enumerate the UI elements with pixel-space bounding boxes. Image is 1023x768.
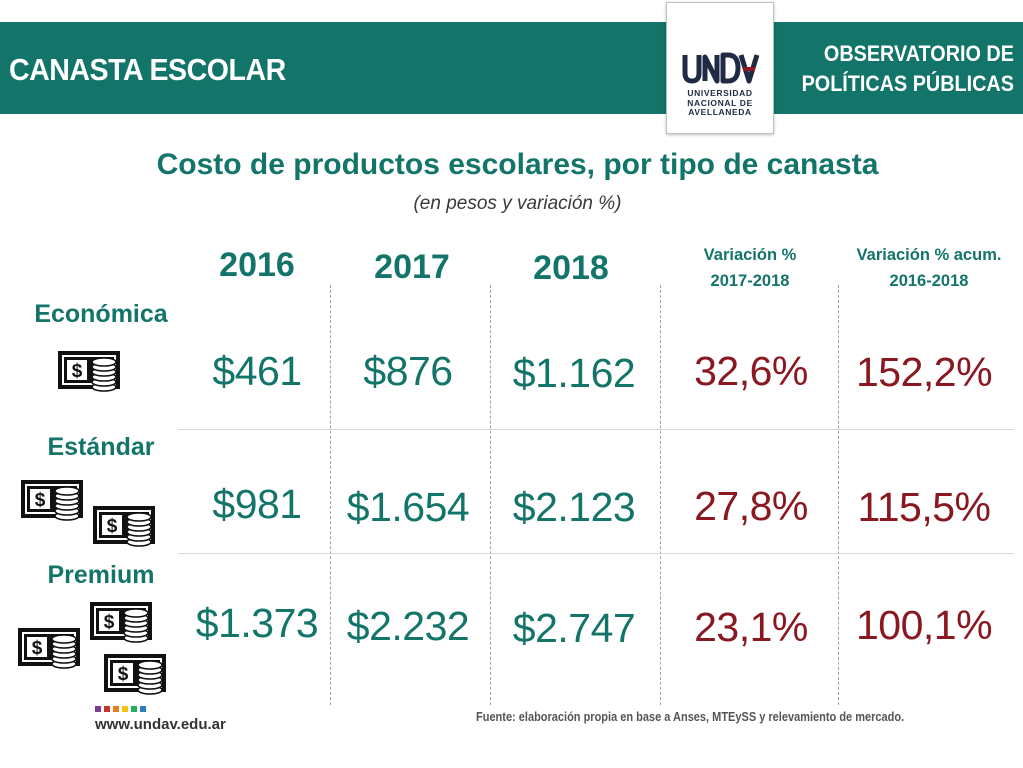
column-header-2016: 2016: [219, 246, 295, 284]
money-bill-and-coins-icon: [20, 476, 86, 522]
color-swatch: [95, 706, 101, 712]
money-bill-and-coins-icon: [17, 624, 83, 670]
money-bill-and-coins-icon: [89, 598, 155, 644]
website-link[interactable]: www.undav.edu.ar: [95, 716, 226, 733]
var-acum-header-line1: Variación % acum.: [856, 246, 1002, 264]
cell-premium-2016: $1.373: [195, 600, 319, 646]
header-observatory-line2: POLÍTICAS PÚBLICAS: [801, 71, 1014, 96]
row-label-estandar: Estándar: [47, 433, 155, 461]
cell-economica-2018: $1.162: [512, 350, 636, 396]
header-observatory: OBSERVATORIO DE POLÍTICAS PÚBLICAS: [802, 39, 1014, 99]
grid-line: [838, 285, 839, 705]
cell-estandar-var: 27,8%: [694, 483, 808, 529]
cell-premium-var: 23,1%: [694, 604, 808, 650]
money-bill-and-coins-icon: [92, 502, 158, 548]
logo-line1: UNIVERSIDAD: [687, 88, 753, 98]
undav-logo: UNIVERSIDAD NACIONAL DE AVELLANEDA: [666, 2, 774, 134]
row-label-economica: Económica: [34, 300, 168, 328]
logo-line3: AVELLANEDA: [688, 107, 752, 117]
cell-estandar-2017: $1.654: [346, 484, 470, 530]
color-swatch: [113, 706, 119, 712]
cell-estandar-2016: $981: [212, 481, 302, 527]
column-header-2018: 2018: [533, 249, 609, 287]
cell-estandar-2018: $2.123: [512, 484, 636, 530]
cell-economica-2016: $461: [212, 348, 302, 394]
grid-line: [660, 285, 661, 705]
column-header-2017: 2017: [374, 248, 450, 286]
money-bill-and-coins-icon: [57, 347, 123, 393]
color-swatch: [104, 706, 110, 712]
cell-premium-2018: $2.747: [512, 605, 636, 651]
header-observatory-line1: OBSERVATORIO DE: [824, 41, 1014, 66]
var-acum-header-line2: 2016-2018: [889, 272, 969, 290]
header-bar: CANASTA ESCOLAR OBSERVATORIO DE POLÍTICA…: [0, 22, 1023, 114]
source-note: Fuente: elaboración propia en base a Ans…: [476, 710, 905, 724]
row-divider: [178, 429, 1014, 430]
cell-estandar-var-acum: 115,5%: [857, 484, 991, 530]
column-header-var-2017-2018: Variación % 2017-2018: [670, 242, 830, 294]
brand-color-bar: [95, 706, 146, 712]
column-header-var-acum: Variación % acum. 2016-2018: [836, 242, 1022, 294]
row-divider: [178, 553, 1014, 554]
header-title: CANASTA ESCOLAR: [9, 52, 286, 87]
row-label-premium: Premium: [47, 561, 155, 589]
cell-economica-2017: $876: [363, 348, 453, 394]
var-header-line1: Variación %: [703, 246, 797, 264]
color-swatch: [122, 706, 128, 712]
logo-wordmark: UNIVERSIDAD NACIONAL DE AVELLANEDA: [667, 88, 773, 118]
grid-line: [330, 285, 331, 705]
grid-line: [490, 285, 491, 705]
page-title: Costo de productos escolares, por tipo d…: [156, 148, 879, 181]
money-bill-and-coins-icon: [103, 650, 169, 696]
var-header-line2: 2017-2018: [710, 272, 790, 290]
cell-economica-var-acum: 152,2%: [855, 349, 993, 395]
color-swatch: [131, 706, 137, 712]
cell-premium-var-acum: 100,1%: [855, 602, 993, 648]
cell-premium-2017: $2.232: [346, 603, 470, 649]
cell-economica-var: 32,6%: [694, 348, 808, 394]
page-subtitle: (en pesos y variación %): [413, 193, 622, 214]
logo-line2: NACIONAL DE: [687, 97, 753, 108]
undav-logo-icon: [682, 52, 760, 84]
color-swatch: [140, 706, 146, 712]
